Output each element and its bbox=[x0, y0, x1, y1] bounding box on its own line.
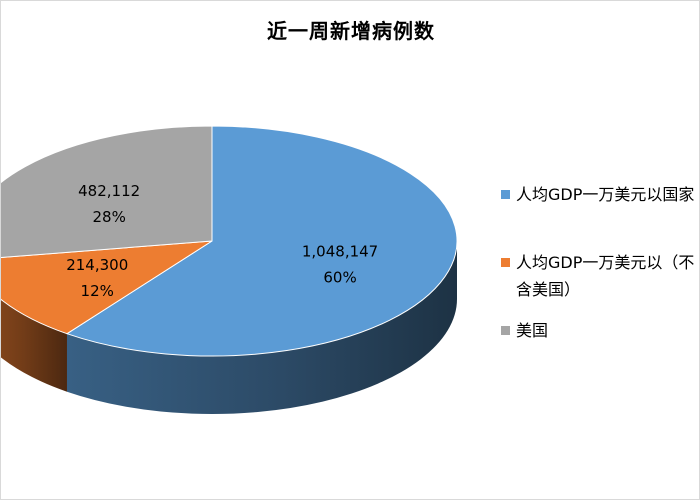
data-label-value-3: 482,112 bbox=[78, 182, 140, 200]
pie-sides bbox=[1, 241, 457, 414]
data-label-value-1: 1,048,147 bbox=[302, 243, 378, 261]
data-label-value-2: 214,300 bbox=[66, 256, 128, 274]
legend-swatch-2 bbox=[501, 258, 510, 267]
legend-label-1: 人均GDP一万美元以国家 bbox=[516, 185, 695, 204]
chart-title: 近一周新增病例数 bbox=[267, 19, 435, 43]
pie-slice-3 bbox=[1, 125, 213, 259]
legend-label-2: 人均GDP一万美元以（不含美国） bbox=[516, 253, 695, 299]
legend-swatch-3 bbox=[501, 326, 510, 335]
pie-slice-1 bbox=[65, 125, 458, 357]
data-label-percent-2: 12% bbox=[81, 282, 114, 300]
data-labels: 1,048,147 60% 214,300 12% 482,112 28% bbox=[66, 182, 378, 300]
pie-side-2 bbox=[1, 299, 67, 392]
pie-side-1 bbox=[66, 241, 457, 414]
legend-label-3: 美国 bbox=[516, 321, 549, 340]
pie-tops bbox=[1, 125, 458, 357]
data-label-percent-3: 28% bbox=[92, 208, 125, 226]
pie-slice-2 bbox=[1, 240, 213, 335]
data-label-percent-1: 60% bbox=[323, 269, 356, 287]
legend-swatch-1 bbox=[501, 190, 510, 199]
